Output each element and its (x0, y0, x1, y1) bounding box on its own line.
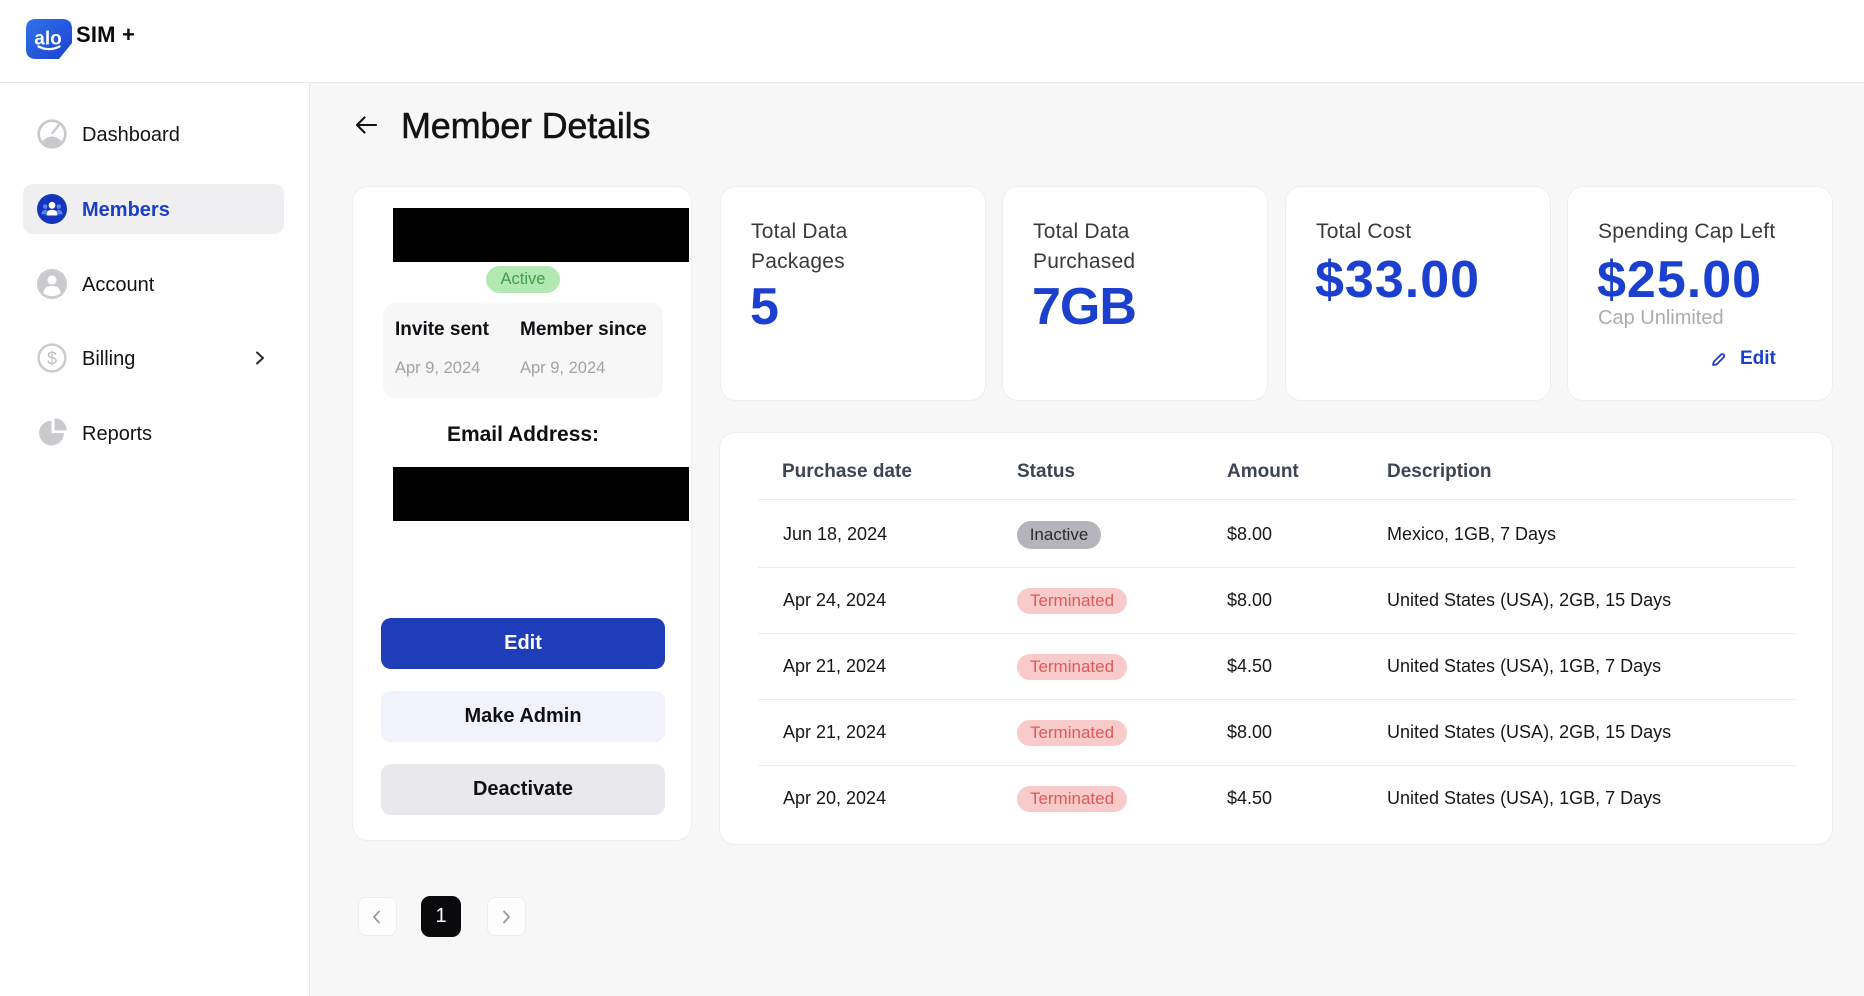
svg-text:$: $ (47, 349, 57, 369)
svg-text:alo: alo (34, 29, 61, 50)
